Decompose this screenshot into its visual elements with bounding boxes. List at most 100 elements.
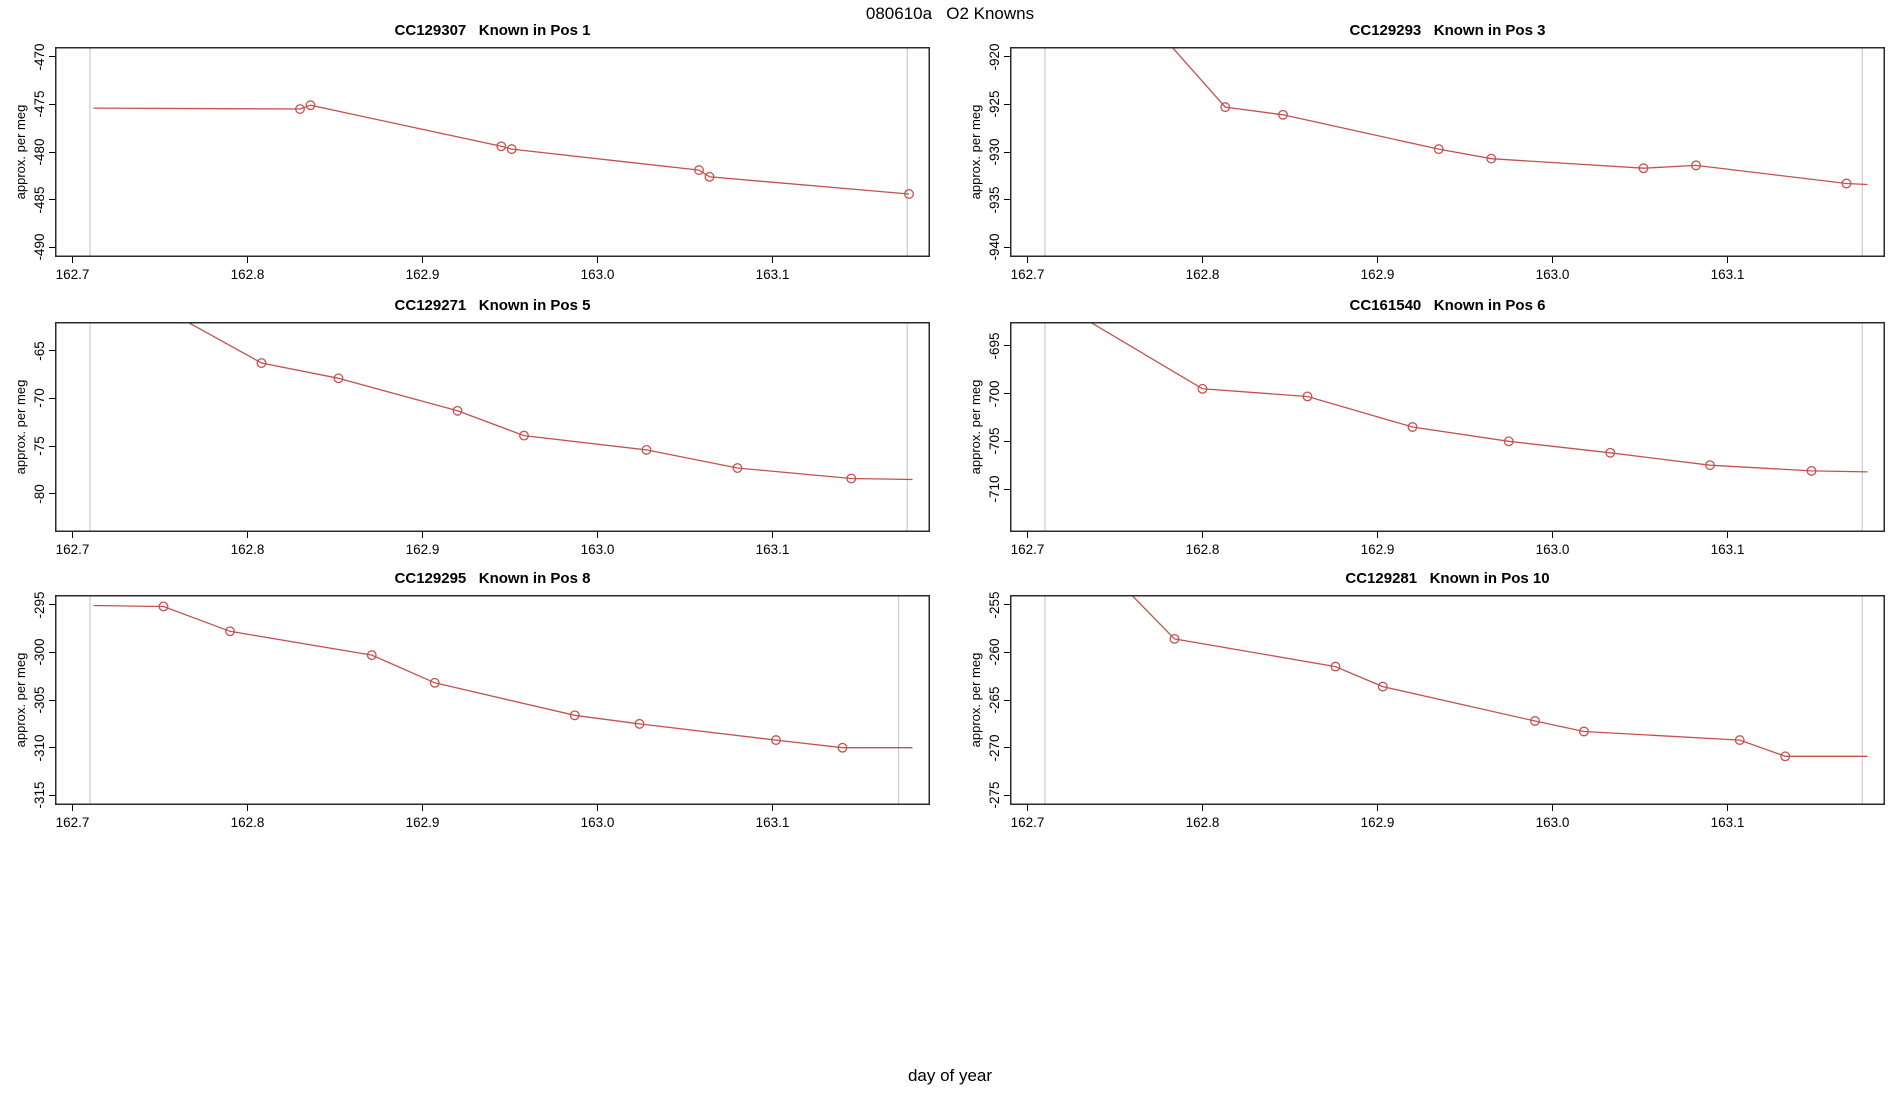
data-point-marker [569,710,580,721]
y-tick [1004,199,1010,201]
x-tick-label: 163.1 [755,815,790,830]
plot-border [1010,47,1885,257]
data-point-marker [1691,160,1701,171]
data-point-marker [1302,391,1313,402]
data-point-marker [1530,716,1540,726]
y-tick [49,151,55,153]
plot-border [55,322,930,532]
y-tick [1004,794,1010,796]
y-tick [1004,604,1010,606]
x-tick-label: 163.0 [1535,815,1570,830]
x-tick [772,257,773,263]
data-point-marker [1734,735,1745,746]
data-point-marker [1579,726,1589,737]
plot-area [1010,47,1885,257]
plot-border [1010,322,1885,532]
x-tick-label: 163.1 [1710,542,1745,557]
y-tick [49,350,55,352]
data-point-marker [634,718,645,729]
x-tick [247,532,248,538]
plot-border [55,595,930,805]
data-point-marker [704,171,715,182]
y-axis-title: approx. per meg [968,379,983,475]
data-point-marker [1503,436,1514,447]
data-line [1130,595,1868,757]
y-tick [1004,246,1010,248]
subplot-title: CC129307 Known in Pos 1 [394,22,591,39]
x-tick [72,257,73,263]
y-tick [1004,345,1010,347]
y-tick [49,699,55,701]
y-tick [49,604,55,606]
y-tick [49,246,55,248]
y-tick [49,56,55,58]
data-point-marker [295,104,305,114]
x-tick [1727,257,1728,263]
data-point-marker [1605,447,1616,458]
x-tick-label: 162.8 [230,542,265,557]
x-tick [1377,805,1378,811]
data-point-marker [837,742,848,753]
x-tick-label: 163.1 [1710,267,1745,282]
x-tick [1377,257,1378,263]
x-tick [1727,805,1728,811]
data-line [1088,322,1868,473]
y-tick [49,651,55,653]
data-point-marker [846,473,857,484]
x-tick-label: 163.0 [1535,542,1570,557]
y-tick-label: -255 [987,591,1002,619]
data-point-marker [1278,109,1288,120]
data-point-marker [519,430,529,441]
x-tick-label: 163.1 [1710,815,1745,830]
x-tick [772,805,773,811]
x-tick-label: 162.9 [405,267,440,282]
x-tick-label: 163.0 [580,815,615,830]
data-point-marker [496,141,507,152]
data-point-marker [1705,460,1715,471]
y-tick [1004,651,1010,653]
x-axis-title: day of year [907,1066,993,1085]
plot-border [1010,595,1885,805]
x-tick-label: 162.7 [1010,815,1045,830]
x-tick [1727,532,1728,538]
subplot-title: CC129293 Known in Pos 3 [1349,22,1546,39]
x-tick [247,257,248,263]
x-tick-label: 162.8 [1185,267,1220,282]
data-point-marker [256,358,267,368]
subplot-title: CC129295 Known in Pos 8 [394,570,591,587]
data-point-marker [904,189,914,199]
x-tick [597,532,598,538]
y-tick-label: -295 [32,591,47,619]
y-tick [1004,699,1010,701]
x-tick-label: 162.8 [230,815,265,830]
x-tick [1552,257,1553,263]
y-tick [1004,393,1010,395]
y-tick-label: -695 [987,332,1002,360]
x-tick-label: 162.8 [1185,542,1220,557]
x-tick-label: 162.9 [405,815,440,830]
data-point-marker [1841,178,1852,189]
data-point-marker [732,463,743,473]
y-tick [1004,488,1010,490]
x-tick-label: 162.9 [405,542,440,557]
x-tick [1377,532,1378,538]
x-tick-label: 162.7 [1010,267,1045,282]
y-tick [49,493,55,495]
y-tick-label: -470 [32,43,47,71]
x-tick [1202,805,1203,811]
x-tick-label: 163.0 [580,542,615,557]
x-tick-label: 162.9 [1360,267,1395,282]
data-point-marker [1220,102,1231,113]
data-point-marker [225,626,235,637]
x-tick [1027,532,1028,538]
data-point-marker [1638,163,1649,174]
x-tick-label: 162.9 [1360,542,1395,557]
data-point-marker [1377,681,1388,692]
plot-area [1010,322,1885,532]
data-point-marker [158,601,169,612]
y-tick-label: -920 [987,43,1002,71]
data-point-marker [1407,422,1418,432]
plot-area [55,47,930,257]
plot-border [55,47,930,257]
y-tick [1004,103,1010,105]
